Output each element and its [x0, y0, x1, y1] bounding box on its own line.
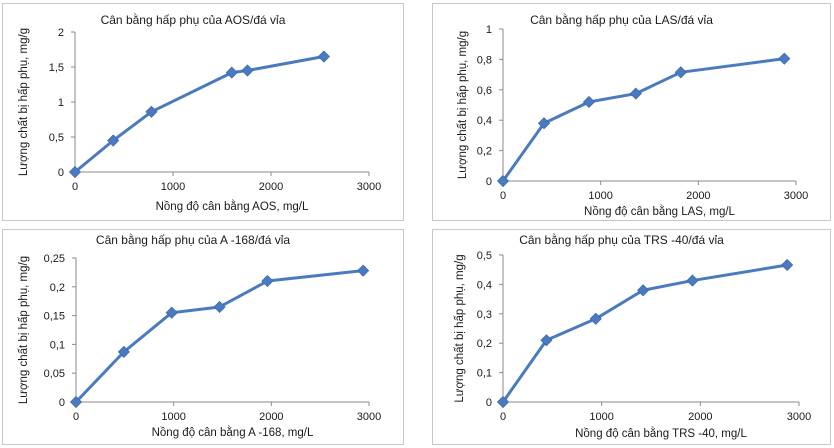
- data-point-marker: [225, 66, 238, 79]
- y-tick-label: 0: [59, 397, 65, 409]
- chart-trs40: Cân bằng hấp phụ của TRS -40/đá vỉa 0 0,1 0…: [454, 232, 811, 440]
- y-tick-label: 0,2: [477, 338, 492, 350]
- x-axis-label: Nồng độ cân bằng A -168, mg/L: [152, 426, 314, 439]
- x-axis-label: Nồng độ cân bằng AOS, mg/L: [156, 200, 309, 213]
- chart-a168: Cân bằng hấp phụ của A -168/đá vỉa 0 0,05 0…: [18, 232, 381, 439]
- chart-title: Cân bằng hấp phụ của AOS/đá vỉa: [101, 12, 286, 27]
- y-tick-label: 0,2: [477, 146, 492, 158]
- data-point-marker: [117, 345, 130, 358]
- data-point-marker: [686, 274, 699, 287]
- data-point-marker: [537, 117, 551, 130]
- chart-panel-aos: Cân bằng hấp phụ của AOS/đá vỉa 0 0,5 1 1,5 2…: [2, 3, 404, 221]
- data-point-marker: [213, 300, 226, 314]
- y-tick-label: 0,1: [477, 368, 492, 380]
- y-axis-label: Lượng chất bị hấp phụ, mg/g: [457, 31, 469, 179]
- data-point-marker: [582, 95, 596, 109]
- y-tick-label: 0,4: [477, 279, 492, 291]
- y-tick-label: 1,5: [49, 62, 64, 74]
- data-point-marker: [629, 87, 642, 100]
- x-tick-label: 0: [73, 411, 79, 423]
- y-tick-label: 0: [486, 397, 492, 409]
- data-point-marker: [145, 105, 158, 118]
- data-point-marker: [107, 134, 120, 147]
- x-tick-label: 1000: [588, 190, 612, 202]
- data-point-marker: [496, 174, 510, 188]
- data-point-marker: [317, 50, 330, 63]
- data-point-marker: [674, 66, 687, 79]
- x-tick-label: 2000: [686, 190, 710, 202]
- data-point-marker: [357, 264, 370, 277]
- y-axis-label: Lượng chất bị hấp phụ, mg/g: [454, 254, 466, 402]
- data-point-marker: [637, 284, 650, 297]
- chart-title: Cân bằng hấp phụ của A -168/đá vỉa: [96, 232, 290, 247]
- series-line: [74, 55, 325, 174]
- x-tick-label: 2000: [688, 411, 712, 423]
- y-tick-label: 0: [486, 176, 492, 188]
- data-point-marker: [778, 52, 791, 65]
- data-point-marker: [540, 334, 553, 347]
- x-tick-label: 3000: [357, 181, 381, 193]
- x-tick-label: 3000: [787, 411, 811, 423]
- y-tick-label: 0,6: [477, 85, 492, 97]
- y-axis-label: Lượng chất bị hấp phụ, mg/g: [18, 28, 30, 176]
- x-tick-label: 0: [500, 190, 506, 202]
- data-point-marker: [781, 258, 794, 272]
- data-point-marker: [241, 64, 254, 77]
- x-tick-label: 1000: [161, 411, 185, 423]
- chart-panel-trs40: Cân bằng hấp phụ của TRS -40/đá vỉa 0 0,1 0…: [432, 229, 831, 445]
- x-axis-label: Nồng độ cân bằng TRS -40, mg/L: [575, 427, 747, 440]
- y-tick-label: 0,4: [477, 115, 492, 127]
- y-tick-label: 0,25: [44, 253, 65, 265]
- y-tick-label: 0,2: [50, 282, 65, 294]
- data-point-marker: [589, 312, 602, 325]
- series-line: [74, 269, 364, 404]
- y-tick-label: 0,15: [44, 311, 65, 323]
- x-tick-label: 3000: [784, 190, 808, 202]
- y-tick-label: 0,05: [44, 368, 65, 380]
- chart-title: Cân bằng hấp phụ của TRS -40/đá vỉa: [519, 232, 724, 247]
- y-tick-label: 1: [58, 97, 64, 109]
- data-point-marker: [496, 395, 510, 409]
- y-tick-label: 0: [58, 167, 64, 179]
- chart-title: Cân bằng hấp phụ của LAS/đá vỉa: [530, 12, 713, 27]
- data-point-marker: [68, 165, 82, 179]
- y-tick-label: 0,5: [477, 250, 492, 262]
- x-tick-label: 2000: [259, 181, 283, 193]
- data-point-marker: [165, 306, 178, 319]
- series-line: [501, 57, 785, 182]
- y-tick-label: 0,5: [49, 132, 64, 144]
- x-tick-label: 1000: [161, 181, 185, 193]
- y-tick-label: 1: [486, 24, 492, 36]
- x-tick-label: 0: [72, 181, 78, 193]
- chart-las: Cân bằng hấp phụ của LAS/đá vỉa 0 0,2 0,4 0,…: [457, 12, 808, 218]
- x-tick-label: 2000: [259, 411, 283, 423]
- x-axis-label: Nồng độ cân bằng LAS, mg/L: [584, 205, 735, 218]
- y-axis-label: Lượng chất bị hấp phụ, mg/g: [18, 256, 30, 404]
- chart-panel-las: Cân bằng hấp phụ của LAS/đá vỉa 0 0,2 0,4 0,…: [432, 3, 831, 221]
- y-tick-label: 2: [58, 27, 64, 39]
- data-point-marker: [261, 274, 274, 288]
- data-point-marker: [69, 395, 83, 409]
- y-tick-label: 0,1: [50, 339, 65, 351]
- x-tick-label: 3000: [357, 411, 381, 423]
- series-line: [501, 263, 788, 403]
- x-tick-label: 0: [500, 411, 506, 423]
- y-tick-label: 0,3: [477, 309, 492, 321]
- x-tick-label: 1000: [589, 411, 613, 423]
- chart-aos: Cân bằng hấp phụ của AOS/đá vỉa 0 0,5 1 1,5 2…: [18, 12, 381, 213]
- y-tick-label: 0,8: [477, 54, 492, 66]
- chart-panel-a168: Cân bằng hấp phụ của A -168/đá vỉa 0 0,05 0…: [2, 229, 404, 445]
